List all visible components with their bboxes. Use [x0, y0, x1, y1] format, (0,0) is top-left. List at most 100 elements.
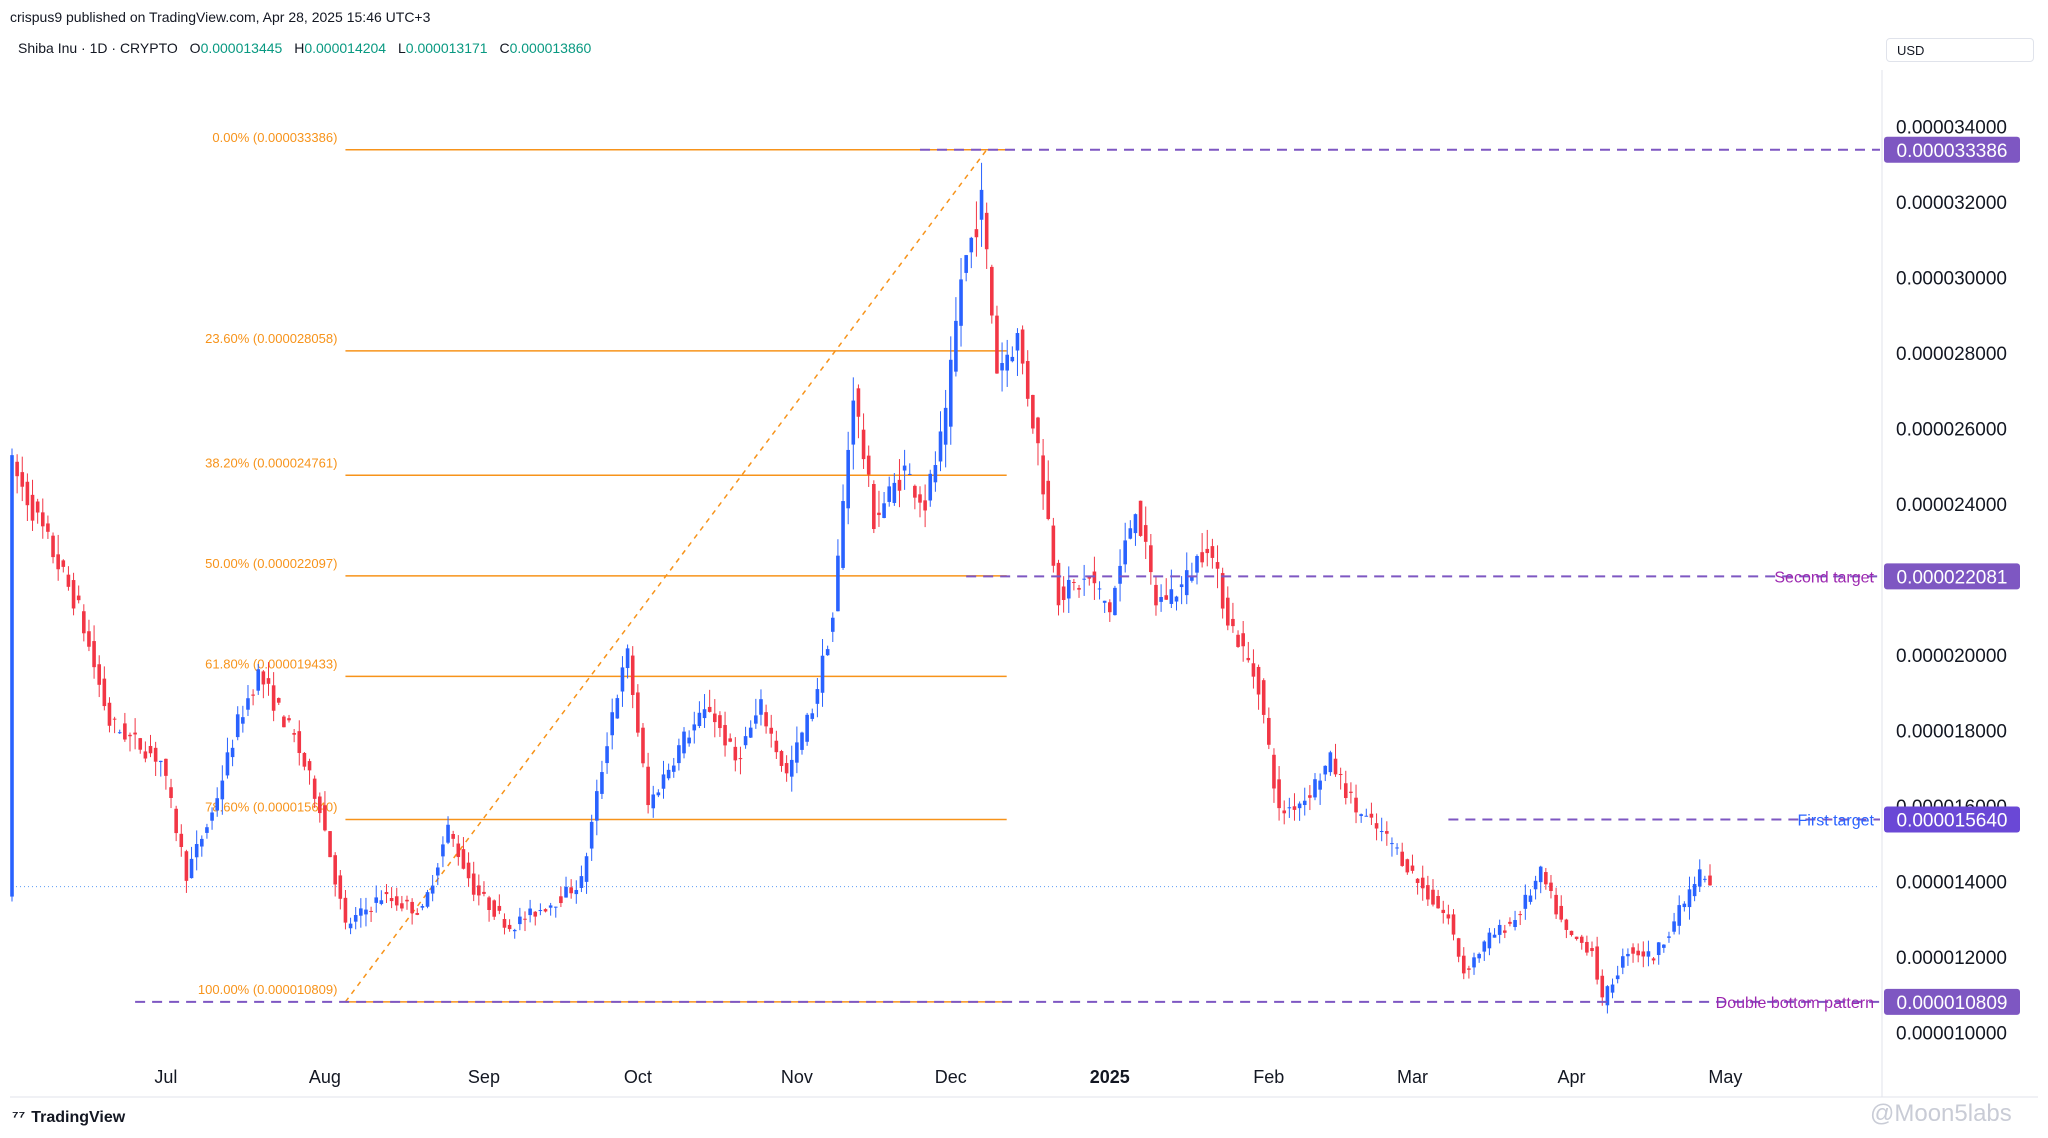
candle-body: [615, 698, 620, 719]
candle-body: [1143, 525, 1148, 542]
candle-body: [702, 709, 707, 719]
candle-body: [1441, 909, 1446, 914]
fib-level-label: 0.00% (0.000033386): [212, 130, 337, 145]
candle-body: [1610, 984, 1615, 993]
candle-body: [1415, 878, 1420, 883]
candle-body: [241, 717, 245, 724]
candle-body: [420, 906, 425, 908]
candle-body: [1046, 480, 1051, 520]
ohlc-close-value: 0.000013860: [509, 40, 592, 56]
candle-body: [1374, 823, 1379, 829]
candle-body: [841, 501, 845, 568]
y-tick-label: 0.000020000: [1896, 646, 2007, 667]
y-tick-label: 0.000034000: [1896, 118, 2007, 139]
candle-body: [1246, 657, 1251, 661]
candle-body: [810, 713, 815, 719]
candle-body: [359, 908, 363, 916]
y-tick-label: 0.000024000: [1896, 495, 2007, 516]
candle-body: [877, 512, 881, 516]
candle-body: [1267, 717, 1271, 745]
tradingview-brand[interactable]: ⁷⁷ TradingView: [12, 1109, 125, 1127]
candle-body: [312, 778, 317, 799]
candle-body: [928, 473, 933, 501]
candle-body: [389, 897, 394, 902]
candle-body: [466, 862, 471, 879]
candle-body: [1369, 813, 1374, 818]
candle-body: [805, 714, 809, 742]
candle-body: [723, 725, 727, 746]
candle-body: [892, 482, 897, 503]
candle-body: [1051, 525, 1056, 566]
y-tick-label: 0.000010000: [1896, 1023, 2007, 1044]
candle-body: [133, 732, 137, 735]
x-tick-label: Nov: [781, 1067, 813, 1087]
candle-body: [774, 740, 779, 753]
candle-body: [1518, 914, 1522, 916]
candle-body: [292, 733, 296, 735]
y-tick-label: 0.000012000: [1896, 948, 2007, 969]
candle-body: [374, 897, 379, 903]
fib-trend-line: [344, 149, 988, 1003]
candle-body: [779, 751, 784, 766]
candle-body: [518, 916, 522, 925]
candle-body: [1672, 921, 1676, 932]
candle-body: [559, 896, 563, 904]
candle-body: [477, 885, 481, 896]
y-tick-label: 0.000032000: [1896, 193, 2007, 214]
symbol-bar: Shiba Inu · 1D · CRYPTO O0.000013445 H0.…: [18, 40, 591, 56]
candle-body: [610, 712, 614, 736]
ohlc-high-key: H: [294, 40, 305, 56]
candle-body: [246, 698, 250, 710]
candle-body: [1528, 895, 1533, 902]
candle-body: [1010, 356, 1015, 362]
candle-body: [225, 752, 230, 776]
candle-body: [759, 699, 763, 715]
watermark: @Moon5labs: [1870, 1100, 2012, 1127]
price-tag: 0.000010809: [1897, 993, 2008, 1014]
candle-body: [1236, 634, 1240, 647]
candle-body: [1159, 596, 1163, 602]
candle-body: [1538, 866, 1543, 883]
candle-body: [1667, 936, 1671, 938]
candle-body: [266, 678, 271, 684]
candle-body: [451, 833, 455, 839]
price-tag: 0.000022081: [1897, 567, 2008, 588]
candle-body: [1456, 938, 1461, 957]
candle-body: [61, 560, 66, 567]
fib-level-label: 50.00% (0.000022097): [205, 556, 337, 571]
currency-selector[interactable]: USD: [1886, 38, 2034, 62]
candle-body: [923, 500, 927, 511]
candle-body: [1082, 578, 1086, 580]
candle-body: [1708, 875, 1712, 886]
candle-body: [512, 929, 517, 932]
candle-body: [1231, 618, 1235, 627]
candle-body: [1190, 575, 1194, 581]
candle-body: [20, 472, 25, 487]
candle-body: [861, 429, 866, 460]
candle-body: [302, 752, 307, 767]
candle-body: [646, 766, 650, 806]
candle-body: [1426, 885, 1430, 900]
candle-body: [630, 655, 635, 695]
candle-body: [1697, 869, 1702, 887]
candle-body: [56, 554, 60, 570]
price-tag-bg: [1884, 563, 2020, 590]
candle-body: [200, 838, 204, 847]
candle-body: [1590, 948, 1594, 952]
candle-body: [15, 461, 19, 477]
candle-body: [1503, 930, 1507, 933]
candle-body: [692, 724, 697, 731]
candle-body: [523, 918, 527, 920]
candle-body: [1703, 878, 1707, 880]
symbol-name[interactable]: Shiba Inu · 1D · CRYPTO: [18, 40, 178, 56]
candle-body: [918, 494, 922, 503]
candle-body: [687, 737, 691, 744]
candle-body: [682, 731, 686, 754]
candle-body: [174, 808, 178, 834]
candle-body: [1097, 588, 1102, 590]
candle-body: [553, 906, 558, 908]
candle-body: [446, 824, 450, 843]
candle-body: [343, 897, 348, 923]
candle-body: [189, 858, 194, 879]
